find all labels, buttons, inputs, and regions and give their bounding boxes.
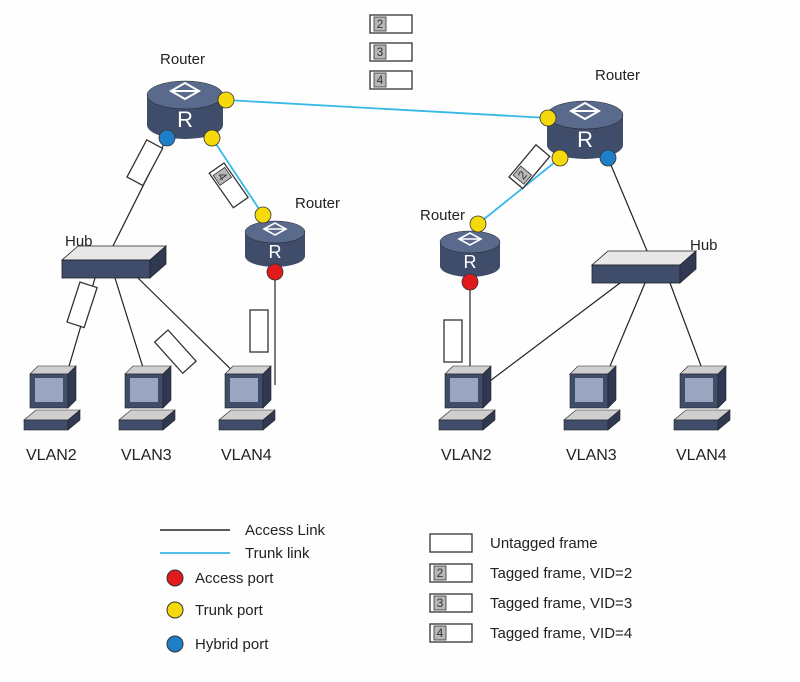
tagged-frame: 4 [430, 624, 472, 642]
network-diagram: R R 23442 Rou [0, 0, 800, 682]
legend-access-port [167, 570, 183, 586]
hub-icon [592, 251, 696, 283]
legend-label: Hybrid port [195, 636, 269, 653]
legend-trunk-port [167, 602, 183, 618]
vlan-label: VLAN2 [26, 447, 77, 464]
trunk-port [204, 130, 220, 146]
vlan-label: VLAN2 [441, 447, 492, 464]
legend-label: Tagged frame, VID=4 [490, 625, 632, 642]
hybrid-port [159, 130, 175, 146]
pc-icon [439, 366, 495, 430]
tagged-frame: 4 [370, 71, 412, 89]
svg-text:2: 2 [437, 566, 444, 580]
pc-icon [674, 366, 730, 430]
svg-text:4: 4 [437, 626, 444, 640]
pc-icon [219, 366, 275, 430]
tagged-frame: 2 [430, 564, 472, 582]
trunk-port [470, 216, 486, 232]
legend-label: Untagged frame [490, 535, 598, 552]
router-icon [245, 221, 305, 267]
pc-icon [119, 366, 175, 430]
legend-label: Access Link [245, 522, 326, 539]
router-label: Router [160, 51, 205, 68]
trunk-port [255, 207, 271, 223]
tagged-frame: 3 [430, 594, 472, 612]
trunk-port [218, 92, 234, 108]
router-label: Router [295, 195, 340, 212]
untagged-frame [430, 534, 472, 552]
tagged-frame: 3 [370, 43, 412, 61]
tagged-frame: 4 [209, 163, 248, 208]
access-port [462, 274, 478, 290]
trunk-link [226, 100, 548, 118]
untagged-frame [127, 140, 163, 186]
hub-label: Hub [65, 233, 93, 250]
legend-hybrid-port [167, 636, 183, 652]
router-label: Router [420, 207, 465, 224]
legend-label: Tagged frame, VID=2 [490, 565, 632, 582]
vlan-label: VLAN3 [121, 447, 172, 464]
untagged-frame [250, 310, 268, 352]
legend-label: Tagged frame, VID=3 [490, 595, 632, 612]
access-port [267, 264, 283, 280]
legend-label: Trunk link [245, 545, 310, 562]
router-label: Router [595, 67, 640, 84]
trunk-port [552, 150, 568, 166]
svg-text:2: 2 [377, 17, 384, 31]
pc-icon [564, 366, 620, 430]
tagged-frame: 2 [370, 15, 412, 33]
trunk-port [540, 110, 556, 126]
hub-label: Hub [690, 237, 718, 254]
svg-text:3: 3 [377, 45, 384, 59]
vlan-label: VLAN4 [676, 447, 727, 464]
vlan-label: VLAN4 [221, 447, 272, 464]
legend-label: Access port [195, 570, 274, 587]
vlan-label: VLAN3 [566, 447, 617, 464]
legend-label: Trunk port [195, 602, 264, 619]
pc-icon [24, 366, 80, 430]
hybrid-port [600, 150, 616, 166]
access-link [608, 158, 650, 258]
untagged-frame [67, 282, 97, 328]
hub-icon [62, 246, 166, 278]
svg-text:3: 3 [437, 596, 444, 610]
svg-text:4: 4 [377, 73, 384, 87]
untagged-frame [444, 320, 462, 362]
router-icon [440, 231, 500, 277]
